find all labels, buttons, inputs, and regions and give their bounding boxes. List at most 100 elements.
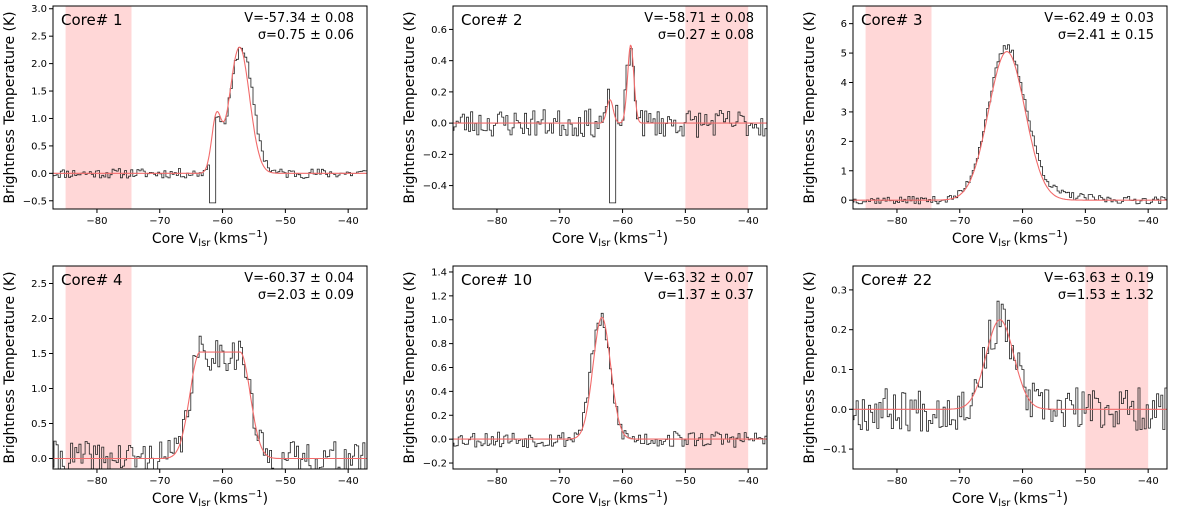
y-tick-label: 0.4 [431, 387, 447, 398]
x-tick-label: −60 [212, 216, 233, 227]
x-tick-label: −60 [212, 476, 233, 487]
y-tick-label: 2.0 [31, 59, 47, 70]
x-tick-label: −80 [886, 216, 907, 227]
excluded-velocity-window [66, 6, 132, 209]
y-tick-label: 6 [841, 19, 847, 30]
x-tick-label: −40 [338, 476, 359, 487]
y-tick-label: 0.5 [31, 141, 47, 152]
x-axis-label: Core Vlsr (kms−1) [552, 489, 668, 509]
y-tick-label: 0.2 [431, 411, 447, 422]
x-axis-label: Core Vlsr (kms−1) [152, 229, 268, 249]
velocity-fit-text: V=-60.37 ± 0.04 [244, 271, 354, 286]
x-tick-label: −50 [675, 216, 696, 227]
y-tick-label: 0.0 [431, 435, 447, 446]
y-tick-label: 1.5 [31, 349, 47, 360]
sigma-fit-text: σ=0.75 ± 0.06 [258, 28, 354, 43]
y-axis-label: Brightness Temperature (K) [402, 271, 418, 463]
y-tick-label: 0.0 [31, 169, 47, 180]
sigma-fit-text: σ=1.53 ± 1.32 [1058, 288, 1154, 303]
chart-panel-5: −80 −70 −60 −50 −40 −0.2 0.0 0.2 0.4 0.6 0.8 1.0 1.2… [400, 260, 800, 518]
y-tick-label: 1.4 [431, 267, 447, 278]
core-title: Core# 3 [861, 11, 923, 29]
x-tick-label: −80 [86, 476, 107, 487]
spectrum-chart: −80 −70 −60 −50 −40 0 1 2 3 4 5 6 Core Vlsr (kms−1) Br… [800, 0, 1200, 258]
x-tick-label: −50 [275, 216, 296, 227]
y-axis-label: Brightness Temperature (K) [802, 11, 818, 203]
chart-panel-4: −80 −70 −60 −50 −40 0.0 0.5 1.0 1.5 2.0 2.5 Core Vl… [0, 260, 400, 518]
y-tick-label: −0.4 [423, 181, 447, 192]
velocity-fit-text: V=-62.49 ± 0.03 [1044, 11, 1154, 26]
chart-panel-6: −80 −70 −60 −50 −40 −0.1 0.0 0.1 0.2 0.3 Core Vlsr… [800, 260, 1200, 518]
y-tick-label: 5 [841, 49, 847, 60]
y-axis-label: Brightness Temperature (K) [2, 11, 18, 203]
y-axis-label: Brightness Temperature (K) [2, 271, 18, 463]
core-title: Core# 4 [61, 271, 123, 289]
x-tick-label: −60 [612, 476, 633, 487]
velocity-fit-text: V=-63.32 ± 0.07 [644, 271, 754, 286]
x-tick-label: −70 [149, 476, 170, 487]
x-tick-label: −40 [1138, 216, 1159, 227]
x-tick-label: −70 [549, 476, 570, 487]
y-tick-label: 0.3 [831, 285, 847, 296]
sigma-fit-text: σ=2.03 ± 0.09 [258, 288, 354, 303]
spectrum-chart: −80 −70 −60 −50 −40 −0.5 0.0 0.5 1.0 1.5 2.0 2.5 3.0… [0, 0, 400, 258]
y-tick-label: 0.8 [431, 339, 447, 350]
x-axis-label: Core Vlsr (kms−1) [152, 489, 268, 509]
x-tick-label: −70 [949, 476, 970, 487]
y-tick-label: 1.0 [431, 315, 447, 326]
spectrum-chart: −80 −70 −60 −50 −40 −0.2 0.0 0.2 0.4 0.6 0.8 1.0 1.2… [400, 260, 800, 518]
x-tick-label: −70 [949, 216, 970, 227]
y-tick-label: 3.0 [31, 4, 47, 15]
y-tick-label: 0.0 [431, 119, 447, 130]
y-tick-label: 0.0 [31, 454, 47, 465]
y-tick-label: 0.2 [831, 325, 847, 336]
chart-panel-1: −80 −70 −60 −50 −40 −0.5 0.0 0.5 1.0 1.5 2.0 2.5 3.0… [0, 0, 400, 258]
x-tick-label: −50 [275, 476, 296, 487]
x-tick-label: −70 [549, 216, 570, 227]
core-title: Core# 22 [861, 271, 932, 289]
x-tick-label: −40 [738, 216, 759, 227]
excluded-velocity-window [66, 266, 132, 469]
y-tick-label: −0.2 [423, 150, 447, 161]
spectrum-chart: −80 −70 −60 −50 −40 0.0 0.5 1.0 1.5 2.0 2.5 Core Vl… [0, 260, 400, 518]
x-tick-label: −80 [486, 216, 507, 227]
x-tick-label: −60 [1012, 476, 1033, 487]
x-axis-label: Core Vlsr (kms−1) [552, 229, 668, 249]
y-tick-label: 1.5 [31, 87, 47, 98]
chart-panel-2: −80 −70 −60 −50 −40 −0.4 −0.2 0.0 0.2 0.4 0.6 Core … [400, 0, 800, 258]
x-axis-label: Core Vlsr (kms−1) [952, 229, 1068, 249]
y-tick-label: 2 [841, 137, 847, 148]
velocity-fit-text: V=-58.71 ± 0.08 [644, 11, 754, 26]
y-tick-label: 0.5 [31, 419, 47, 430]
x-tick-label: −80 [486, 476, 507, 487]
spectrum-chart: −80 −70 −60 −50 −40−0.10.00.10.20.3Core Vlsr… [800, 260, 1200, 518]
x-tick-label: −40 [338, 216, 359, 227]
y-tick-label: 1.0 [31, 384, 47, 395]
x-tick-label: −50 [1075, 476, 1096, 487]
spectrum-chart: −80 −70 −60 −50 −40 −0.4 −0.2 0.0 0.2 0.4 0.6 Core … [400, 0, 800, 258]
x-tick-label: −80 [86, 216, 107, 227]
y-tick-label: 0.6 [431, 25, 447, 36]
velocity-fit-text: V=-57.34 ± 0.08 [244, 11, 354, 26]
x-tick-label: −70 [149, 216, 170, 227]
y-axis-label: Brightness Temperature (K) [802, 271, 818, 463]
x-tick-label: −60 [1012, 216, 1033, 227]
core-title: Core# 2 [461, 11, 523, 29]
y-tick-label: −0.1 [823, 445, 847, 456]
y-tick-label: 0.2 [431, 87, 447, 98]
y-tick-label: −0.2 [423, 459, 447, 470]
y-tick-label: 0.6 [431, 363, 447, 374]
y-axis-label: Brightness Temperature (K) [402, 11, 418, 203]
y-tick-label: 4 [841, 78, 847, 89]
x-axis-label: Core Vlsr (kms−1) [952, 489, 1068, 509]
y-tick-label: 3 [841, 107, 847, 118]
sigma-fit-text: σ=0.27 ± 0.08 [658, 28, 754, 43]
y-tick-label: −0.5 [23, 196, 47, 207]
x-tick-label: −80 [886, 476, 907, 487]
y-tick-label: 0.1 [831, 365, 847, 376]
chart-panel-3: −80 −70 −60 −50 −40 0 1 2 3 4 5 6 Core Vlsr (kms−1) Br… [800, 0, 1200, 258]
core-title: Core# 1 [61, 11, 123, 29]
y-tick-label: 2.0 [31, 314, 47, 325]
velocity-fit-text: V=-63.63 ± 0.19 [1044, 271, 1154, 286]
